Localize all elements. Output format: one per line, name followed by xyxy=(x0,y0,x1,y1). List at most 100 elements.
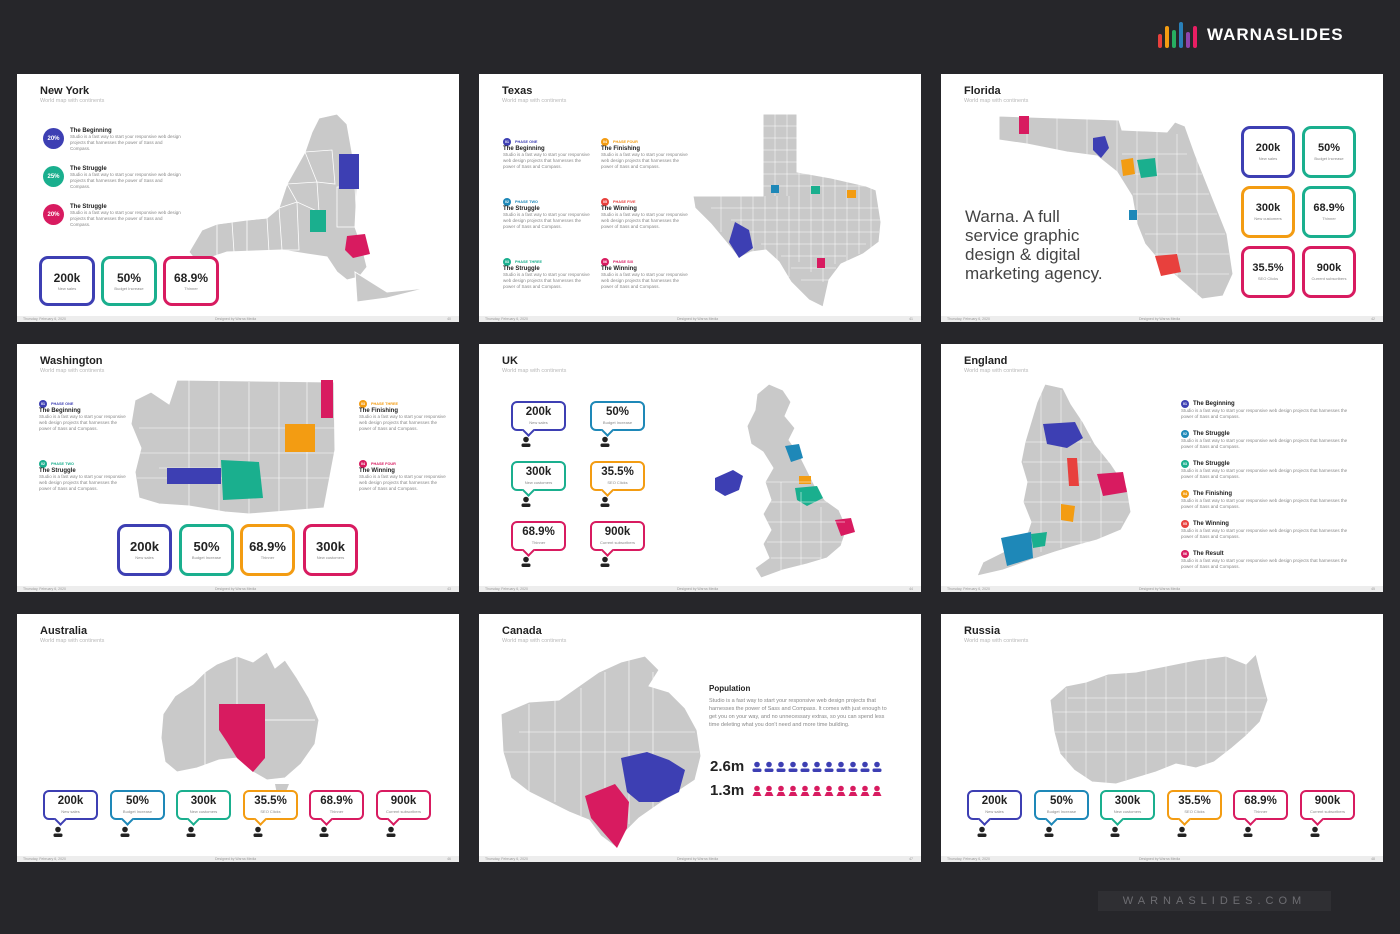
tagline-line: service graphic xyxy=(965,226,1080,246)
slide-texas[interactable]: Texas World map with continents 01 PHASE … xyxy=(479,74,921,322)
slide-washington[interactable]: Washington World map with continents 01 P… xyxy=(17,344,459,592)
stat-card: 35.5% SEO Clicks xyxy=(1241,246,1295,298)
list-item: 01 The Beginning Studio is a fast way to s… xyxy=(1181,400,1351,420)
footer-designer: Designed by Warna Media xyxy=(215,317,257,321)
person-icon xyxy=(1243,826,1253,837)
item-desc: Studio is a fast way to start your respo… xyxy=(1181,498,1348,510)
stat-value: 200k xyxy=(525,406,552,419)
slide-title: Russia xyxy=(964,625,1001,637)
footer-designer: Designed by Warna Media xyxy=(215,857,257,861)
stat-label: New sales xyxy=(61,808,80,814)
male-person-icon xyxy=(800,761,810,772)
slide-canada[interactable]: Canada World map with continents Populat… xyxy=(479,614,921,862)
stat-label: New customers xyxy=(1113,808,1142,814)
page-number: 43 xyxy=(447,587,451,591)
population-value: 1.3m xyxy=(710,782,745,799)
stat-label: Budget Increase xyxy=(122,808,153,814)
footer-designer: Designed by Warna Media xyxy=(677,317,719,321)
person-icon xyxy=(521,556,531,567)
slide-florida[interactable]: Florida World map with continents Warna.… xyxy=(941,74,1383,322)
slide-title: Australia xyxy=(40,625,88,637)
phase-number: 05 xyxy=(601,198,609,206)
stat-label: SEO Clicks xyxy=(607,479,628,485)
slide-uk[interactable]: UK World map with continents 200k New sal… xyxy=(479,344,921,592)
female-person-icon xyxy=(824,785,834,796)
stat-bubble: 300k New customers xyxy=(176,790,231,820)
slide-title: Canada xyxy=(502,625,542,637)
list-item: 02 The Struggle Studio is a fast way to st… xyxy=(1181,430,1351,450)
brand-logo: WARNASLIDES xyxy=(1158,22,1344,48)
stat-bubble: 68.9% Thinner xyxy=(1233,790,1288,820)
female-person-icon xyxy=(848,785,858,796)
item-number: 06 xyxy=(1181,550,1189,558)
texas-map xyxy=(692,113,882,308)
item-number: 05 xyxy=(1181,520,1189,528)
male-person-icon xyxy=(788,761,798,772)
phase-number: 01 xyxy=(39,400,47,408)
phase-desc: Studio is a fast way to start your respo… xyxy=(39,474,126,492)
male-person-icon xyxy=(824,761,834,772)
slide-subtitle: World map with continents xyxy=(502,98,567,104)
tagline-line: Warna. A full xyxy=(965,207,1060,226)
stat-label: Budget Increase xyxy=(1046,808,1077,814)
stat-card: 50% Budget Increase xyxy=(179,524,234,576)
stat-bubble: 300k New customers xyxy=(1100,790,1155,820)
slide-russia[interactable]: Russia World map with continents 200k New… xyxy=(941,614,1383,862)
phase-label: PHASE SIX xyxy=(613,260,634,264)
item-title: The Winning xyxy=(1193,521,1229,527)
female-person-icon xyxy=(776,785,786,796)
slide-england[interactable]: England World map with continents 01 The … xyxy=(941,344,1383,592)
stat-label: Current subscribers xyxy=(1310,808,1345,814)
population-icons xyxy=(752,785,882,796)
item-number: 03 xyxy=(1181,460,1189,468)
population-icons xyxy=(752,761,882,772)
washington-map xyxy=(130,379,336,515)
phase-title: The Struggle xyxy=(503,266,540,272)
footer-date: Thursday, February 6, 2020 xyxy=(485,857,528,861)
phase-desc: Studio is a fast way to start your respo… xyxy=(503,272,590,290)
slide-subtitle: World map with continents xyxy=(40,368,105,374)
phase-label: PHASE THREE xyxy=(515,260,543,264)
phase-number: 02 xyxy=(503,198,511,206)
stat-value: 50% xyxy=(1049,795,1074,808)
stat-value: 50% xyxy=(605,406,630,419)
slide-newyork[interactable]: New York World map with continents 20% T… xyxy=(17,74,459,322)
stat-value: 200k xyxy=(130,539,159,554)
stat-value: 300k xyxy=(1255,202,1281,214)
stat-value: 35.5% xyxy=(1178,795,1211,808)
brand-bars-icon xyxy=(1158,22,1197,48)
slide-title: Texas xyxy=(502,85,533,97)
person-icon xyxy=(1310,826,1320,837)
brand-name: WARNASLIDES xyxy=(1207,25,1344,44)
phase-number: 02 xyxy=(39,460,47,468)
stat-label: SEO Clicks xyxy=(260,808,281,814)
phase-item: 02 PHASE TWO The Struggle Studio is a fast … xyxy=(503,198,591,230)
slide-australia[interactable]: Australia World map with continents 200k… xyxy=(17,614,459,862)
phase-item: 04 PHASE FOUR The Winning Studio is a fast … xyxy=(359,460,447,492)
phase-item: 03 PHASE THREE The Finishing Studio is a fa… xyxy=(359,400,447,432)
stat-card: 200k New sales xyxy=(1241,126,1295,178)
phase-label: PHASE ONE xyxy=(515,140,538,144)
phase-label: PHASE THREE xyxy=(371,402,399,406)
uk-map xyxy=(715,383,855,579)
person-icon xyxy=(386,826,396,837)
item-desc: Studio is a fast way to start your respo… xyxy=(1181,438,1348,450)
slide-footer: Thursday, February 6, 2020 Designed by Wa… xyxy=(479,316,921,322)
stat-label: Current subscribers xyxy=(386,808,421,814)
stat-label: Thinner xyxy=(329,808,344,814)
phase-number: 01 xyxy=(503,138,511,146)
stat-label: Thinner xyxy=(1322,216,1336,221)
male-person-icon xyxy=(812,761,822,772)
footer-date: Thursday, February 6, 2020 xyxy=(947,587,990,591)
stat-value: 300k xyxy=(316,539,345,554)
phase-title: The Finishing xyxy=(359,408,398,414)
phase-number: 06 xyxy=(601,258,609,266)
stat-card: 200k New sales xyxy=(117,524,172,576)
australia-map xyxy=(160,651,320,794)
stat-value: 68.9% xyxy=(522,526,555,539)
footer-date: Thursday, February 6, 2020 xyxy=(23,587,66,591)
item-number: 02 xyxy=(1181,430,1189,438)
stat-value: 300k xyxy=(525,466,552,479)
phase-title: The Winning xyxy=(359,468,395,474)
female-person-icon xyxy=(764,785,774,796)
